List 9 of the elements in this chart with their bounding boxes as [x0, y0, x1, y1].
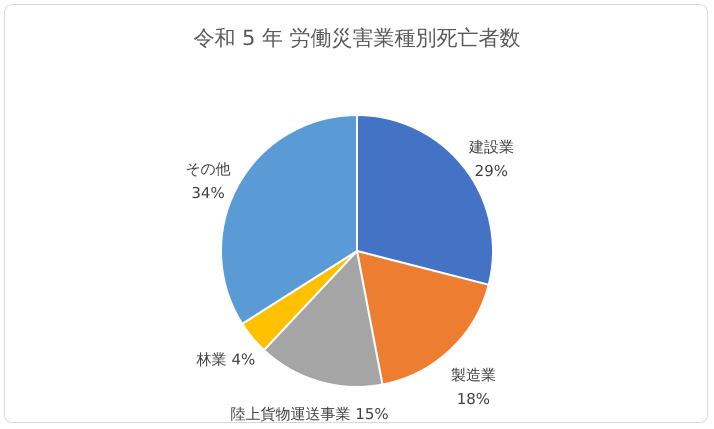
slice-label: 建設業 [468, 138, 514, 156]
slice-label: 林業 4% [196, 350, 256, 368]
data-label: 29% [474, 162, 508, 180]
slice-label: 陸上貨物運送事業 15% [230, 405, 389, 424]
chart-title: 令和 5 年 労働災害業種別死亡者数 [193, 26, 521, 50]
slice-label: その他 [186, 160, 231, 178]
data-label: 18% [456, 390, 490, 408]
slice-label: 製造業 [450, 366, 496, 384]
data-label: 34% [191, 184, 225, 202]
